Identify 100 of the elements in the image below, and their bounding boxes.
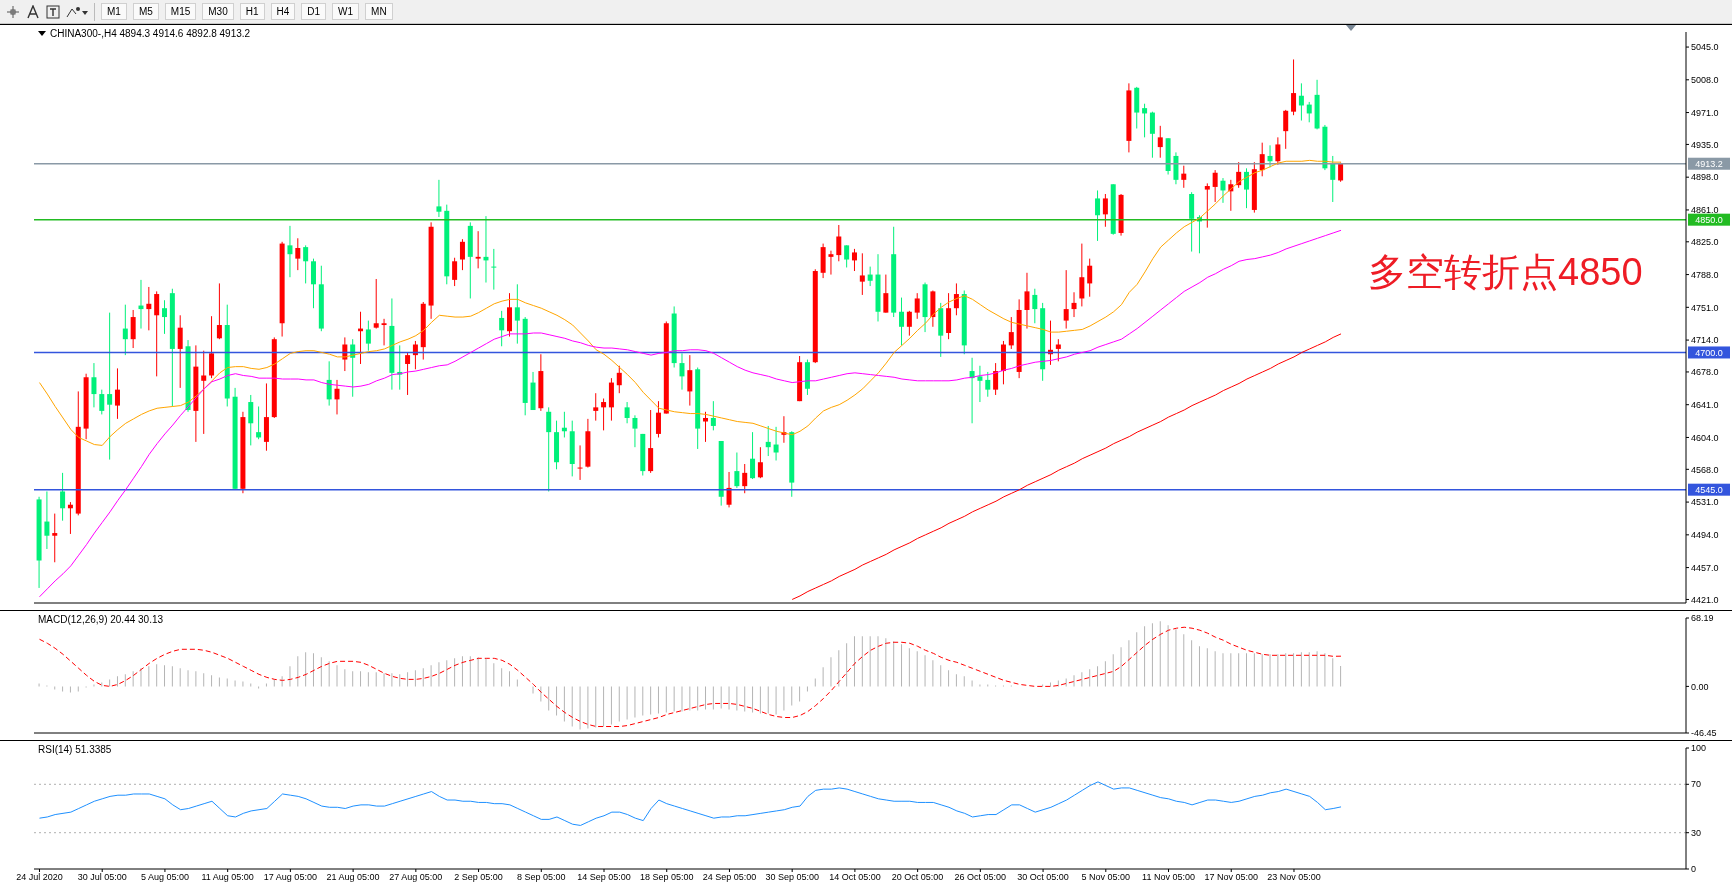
- ref-line-label: 4700.0: [1695, 347, 1723, 358]
- candlestick: [1055, 338, 1061, 362]
- candlestick: [679, 352, 685, 391]
- candlestick: [624, 401, 630, 424]
- y-tick-label: 4935.0: [1691, 139, 1719, 150]
- candlestick: [1298, 82, 1304, 122]
- candlestick: [1024, 272, 1030, 330]
- candlestick: [836, 224, 842, 262]
- candlestick: [475, 230, 481, 269]
- x-tick-label: 5 Nov 05:00: [1081, 872, 1131, 883]
- y-tick-label: 70: [1691, 779, 1702, 790]
- candlestick: [1267, 144, 1273, 168]
- candlestick: [256, 405, 262, 440]
- x-tick-label: 17 Aug 05:00: [263, 872, 317, 883]
- candlestick: [1102, 193, 1108, 228]
- text: M5: [132, 3, 159, 20]
- candlestick: [209, 315, 215, 379]
- chart-title: MACD(12,26,9) 20.44 30.13: [38, 614, 164, 625]
- x-tick-label: 30 Sep 05:00: [765, 872, 819, 883]
- candlestick: [750, 431, 756, 480]
- text: H4: [270, 3, 296, 20]
- y-tick-label: 4825.0: [1691, 237, 1719, 247]
- x-tick-label: 24 Jul 2020: [16, 872, 63, 883]
- x-tick-label: 27 Aug 05:00: [389, 872, 443, 883]
- candlestick: [452, 257, 458, 287]
- y-tick-label: 100: [1691, 743, 1707, 754]
- candlestick: [1173, 151, 1179, 185]
- y-tick-label: 4898.0: [1691, 172, 1719, 183]
- candlestick: [146, 286, 152, 331]
- candlestick: [859, 252, 865, 296]
- candlestick: [577, 444, 583, 481]
- x-tick-label: 17 Nov 05:00: [1204, 872, 1259, 883]
- ref-line-label: 4850.0: [1695, 215, 1723, 226]
- candlestick: [1063, 269, 1069, 330]
- x-tick-label: 11 Aug 05:00: [201, 872, 254, 883]
- x-tick-label: 11 Nov 05:00: [1142, 872, 1195, 883]
- candlestick: [703, 411, 709, 443]
- candlestick: [436, 179, 442, 218]
- y-tick-label: 4714.0: [1691, 335, 1719, 346]
- candlestick: [154, 290, 160, 377]
- candlestick: [491, 248, 497, 291]
- candlestick: [1032, 288, 1038, 324]
- candlestick: [1204, 182, 1210, 229]
- x-tick-label: 30 Oct 05:00: [1017, 872, 1069, 883]
- ref-line-label: 4913.2: [1695, 159, 1723, 170]
- y-tick-label: 5045.0: [1691, 42, 1719, 53]
- x-tick-label: 23 Nov 05:00: [1267, 872, 1321, 883]
- y-tick-label: 4788.0: [1691, 269, 1719, 280]
- candlestick: [60, 472, 66, 522]
- y-tick-label: -46.45: [1691, 728, 1717, 739]
- candlestick: [914, 292, 920, 320]
- candlestick: [773, 426, 779, 461]
- candlestick: [1330, 155, 1336, 203]
- candlestick: [334, 379, 340, 415]
- candlestick: [867, 266, 873, 287]
- text: W1: [332, 3, 360, 20]
- ref-line-label: 4545.0: [1695, 485, 1723, 496]
- candlestick: [122, 304, 128, 356]
- candlestick: [1181, 165, 1187, 189]
- candlestick: [216, 282, 222, 340]
- candlestick: [1142, 103, 1148, 138]
- x-tick-label: 2 Sep 05:00: [454, 872, 503, 883]
- candlestick: [507, 292, 512, 338]
- line-series: [791, 333, 1342, 600]
- candlestick: [303, 244, 309, 284]
- candlestick: [710, 400, 716, 431]
- candlestick: [687, 354, 693, 407]
- y-tick-label: 4568.0: [1691, 464, 1719, 475]
- candlestick: [851, 248, 857, 272]
- candlestick: [499, 310, 505, 347]
- y-tick-label: 4421.0: [1691, 594, 1719, 605]
- candlestick: [91, 362, 97, 408]
- text: MN: [365, 3, 393, 20]
- candlestick: [1244, 167, 1250, 209]
- x-tick-label: 8 Sep 05:00: [517, 872, 566, 883]
- y-tick-label: 4861.0: [1691, 205, 1719, 216]
- candlestick: [326, 360, 332, 407]
- candlestick: [1275, 136, 1281, 166]
- candlestick: [742, 463, 748, 494]
- candlestick: [655, 400, 661, 438]
- text: M15: [164, 3, 197, 20]
- candlestick: [757, 446, 763, 479]
- y-tick-label: 5008.0: [1691, 75, 1719, 85]
- line-series: [38, 781, 1342, 826]
- text: M30: [202, 3, 234, 20]
- y-tick-label: 4604.0: [1691, 432, 1719, 443]
- candlestick: [459, 238, 465, 271]
- candlestick: [616, 365, 622, 394]
- y-tick-label: 0: [1691, 864, 1697, 875]
- candlestick: [52, 513, 58, 563]
- candlestick: [162, 299, 168, 335]
- candlestick: [601, 398, 607, 431]
- candlestick: [310, 258, 316, 309]
- candlestick: [287, 225, 293, 278]
- candlestick: [114, 367, 120, 420]
- candlestick: [883, 274, 889, 314]
- x-tick-label: 24 Sep 05:00: [702, 872, 757, 883]
- candlestick: [1291, 58, 1297, 116]
- candlestick: [44, 490, 50, 550]
- candlestick: [593, 392, 599, 422]
